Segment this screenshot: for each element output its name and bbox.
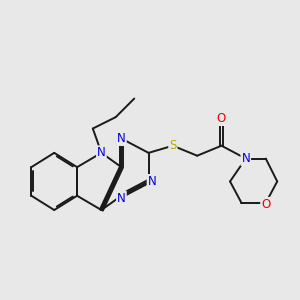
Text: N: N <box>117 132 126 145</box>
Text: O: O <box>217 112 226 125</box>
Text: N: N <box>242 152 250 165</box>
Text: N: N <box>97 146 106 159</box>
Text: S: S <box>169 139 177 152</box>
Text: N: N <box>148 175 156 188</box>
Text: N: N <box>117 191 126 205</box>
Text: O: O <box>261 198 270 211</box>
